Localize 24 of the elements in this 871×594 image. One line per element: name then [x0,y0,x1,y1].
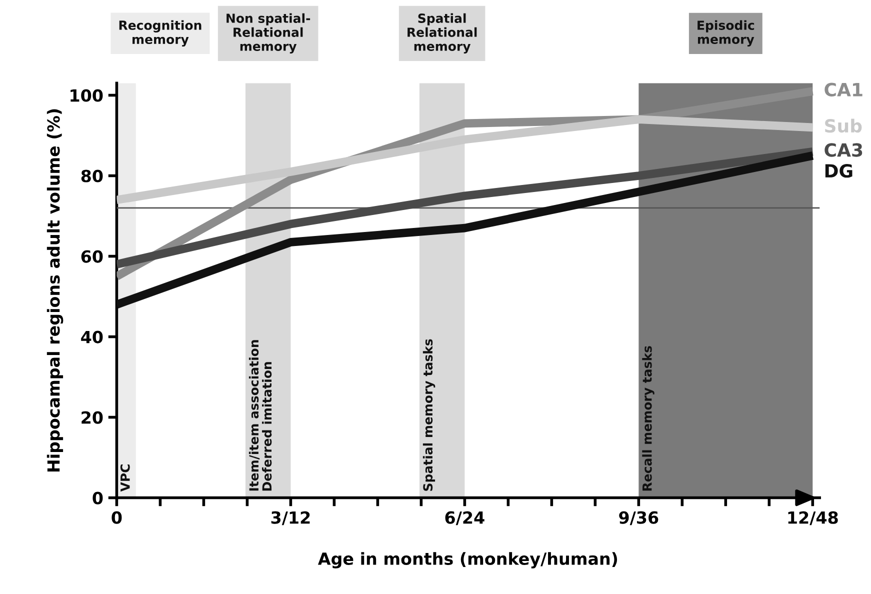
y-axis-title: Hippocampal regions adult volume (%) [46,109,64,472]
band-label: VPC [120,464,130,492]
text: Recognition memory [119,20,202,47]
x-tick-label: 0 [112,511,122,524]
y-tick-label: 20 [82,411,103,424]
x-tick-label: 12/48 [788,511,838,526]
band-label: Spatial memory tasks [422,339,436,491]
series-label: DG [825,164,852,178]
text: Non spatial- Relational memory [226,13,310,54]
text: Episodic memory [698,20,754,47]
x-tick-label: 3/12 [271,511,310,526]
series-label: CA1 [824,82,862,96]
y-tick-label: 80 [81,170,103,182]
y-tick-label: 40 [81,330,103,344]
x-tick-label: 9/36 [619,511,658,526]
y-tick-label: 0 [92,492,103,504]
x-axis-title: Age in months (monkey/human) [318,552,618,568]
y-tick-label: 60 [81,250,103,263]
series-label: CA3 [824,143,862,157]
y-tick-label: 100 [70,89,103,102]
band-label: Item/item association Deferred imitation [248,340,272,491]
text: Spatial Relational memory [408,13,477,54]
x-tick-label: 6/24 [445,511,484,526]
band-label: Recall memory tasks [642,346,654,491]
